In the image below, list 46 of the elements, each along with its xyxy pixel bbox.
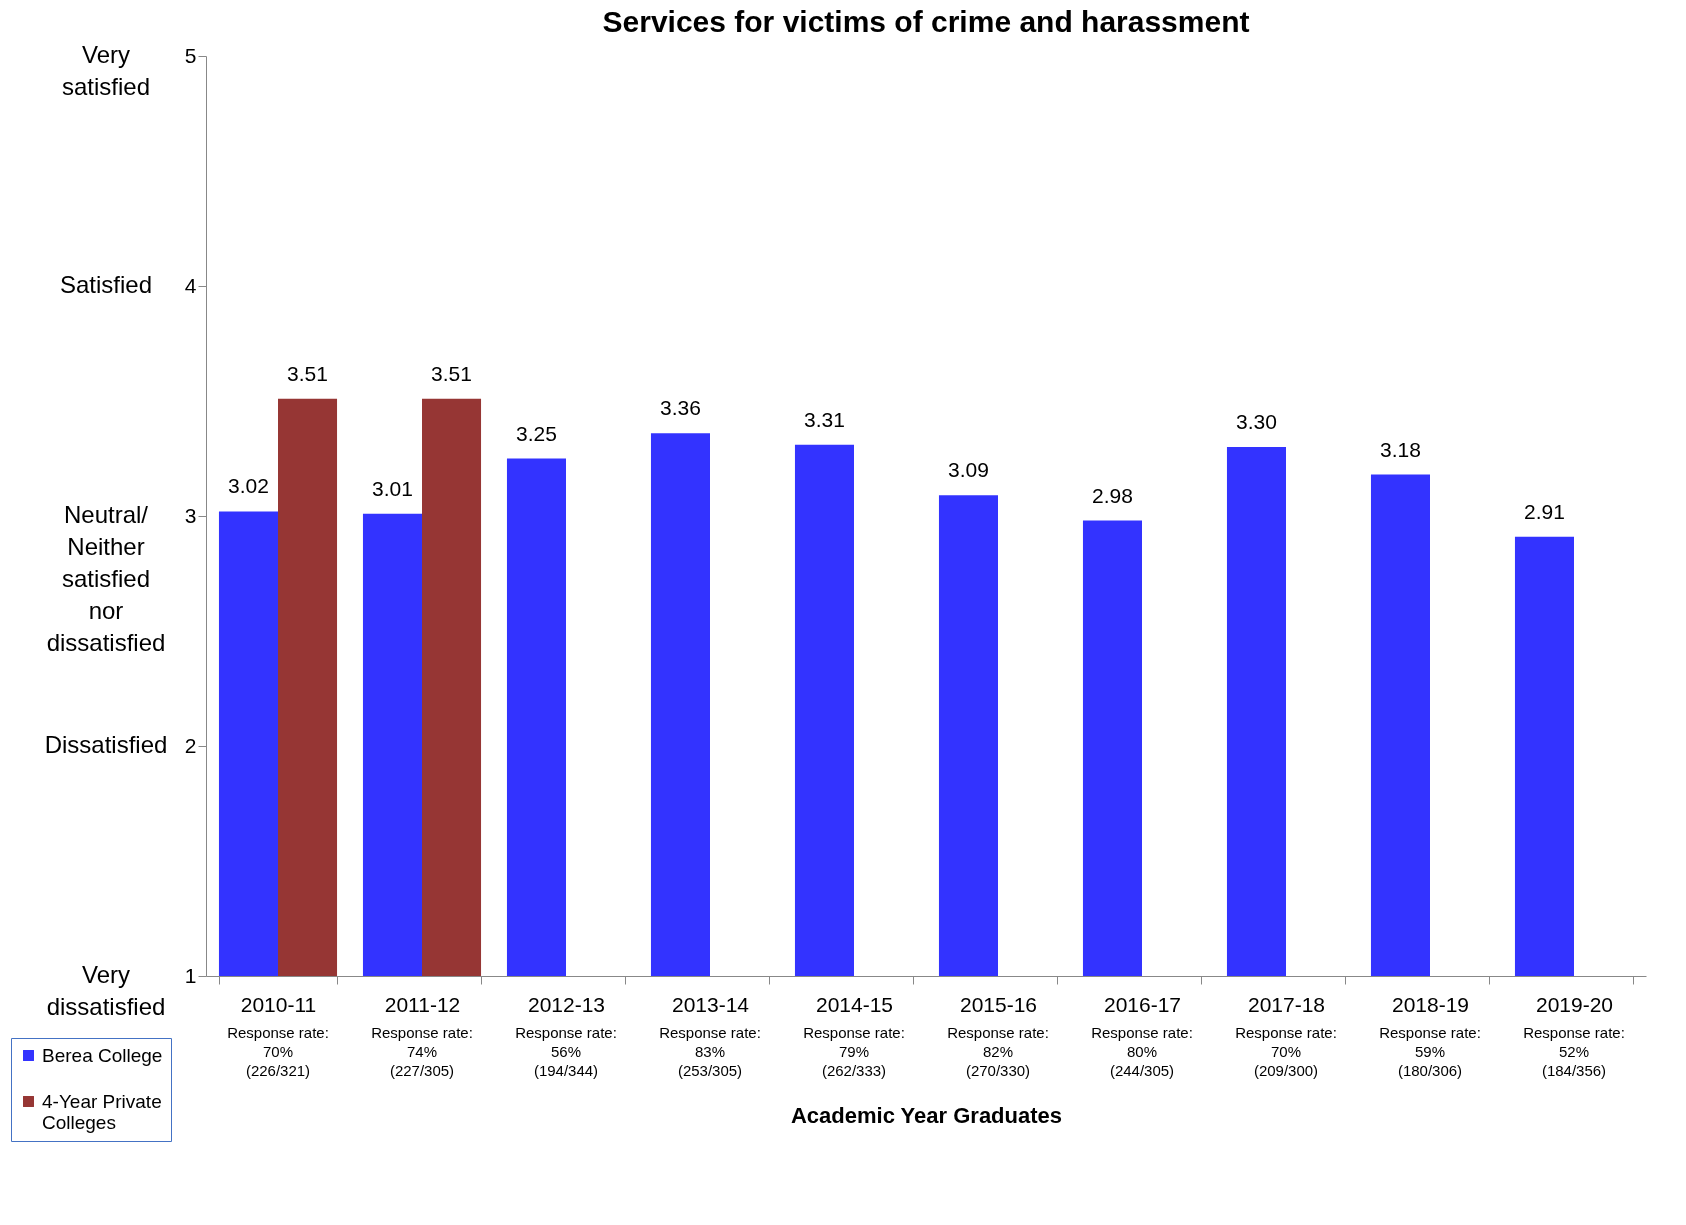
data-label: 3.02 — [228, 474, 269, 498]
text: Neutral/ Neither satisfied nor dissatisfied — [46, 501, 166, 656]
x-tick-label: 2018-19 — [1391, 992, 1470, 1016]
text: Response rate: 80% (244/305) — [1091, 1024, 1193, 1079]
x-tick-label: 2010-11 — [240, 992, 317, 1016]
text: Very satisfied — [61, 41, 151, 100]
legend-label: 4-Year Private Colleges — [42, 1090, 162, 1133]
y-tick-label: 1 — [184, 963, 197, 987]
text: Response rate: 82% (270/330) — [947, 1024, 1049, 1079]
legend-label: Berea College — [42, 1044, 163, 1066]
y-tick-label: 4 — [184, 273, 197, 297]
data-label: 3.01 — [372, 476, 413, 500]
text: Response rate: 70% (226/321) — [227, 1024, 329, 1079]
data-label: 3.09 — [948, 458, 989, 482]
data-label: 3.30 — [1236, 410, 1277, 433]
data-label: 3.31 — [804, 407, 845, 431]
text: Response rate: 70% (209/300) — [1235, 1024, 1337, 1079]
data-label: 3.51 — [287, 361, 328, 385]
text: Response rate: 52% (184/356) — [1523, 1024, 1625, 1079]
y-tick-label: 5 — [184, 43, 197, 67]
text: Response rate: 56% (194/344) — [515, 1024, 617, 1079]
x-tick-label: 2015-16 — [959, 992, 1038, 1016]
chart-title: Services for victims of crime and harassment — [602, 5, 1250, 38]
x-tick-label: 2017-18 — [1247, 992, 1326, 1016]
x-tick-label: 2012-13 — [527, 992, 606, 1016]
data-label: 2.91 — [1524, 499, 1565, 523]
text: Satisfied — [59, 271, 153, 298]
data-label: 3.51 — [431, 361, 472, 385]
y-tick-label: 2 — [184, 733, 197, 757]
data-label: 2.98 — [1092, 483, 1133, 507]
text: Response rate: 74% (227/305) — [371, 1024, 473, 1079]
text: Response rate: 83% (253/305) — [659, 1024, 761, 1079]
text: Very dissatisfied — [46, 961, 166, 1020]
x-axis-title: Academic Year Graduates — [790, 1102, 1063, 1128]
data-label: 3.18 — [1380, 437, 1421, 461]
y-tick-label: 3 — [184, 503, 197, 527]
text: Dissatisfied — [44, 731, 168, 758]
data-label: 3.25 — [516, 421, 557, 445]
x-tick-label: 2013-14 — [671, 992, 750, 1016]
text: Response rate: 59% (180/306) — [1379, 1024, 1481, 1079]
x-tick-label: 2011-12 — [384, 992, 461, 1016]
text: Response rate: 79% (262/333) — [803, 1024, 905, 1079]
x-tick-label: 2014-15 — [815, 992, 894, 1016]
x-tick-label: 2016-17 — [1103, 992, 1182, 1016]
data-label: 3.36 — [660, 396, 701, 420]
x-tick-label: 2019-20 — [1535, 992, 1614, 1016]
